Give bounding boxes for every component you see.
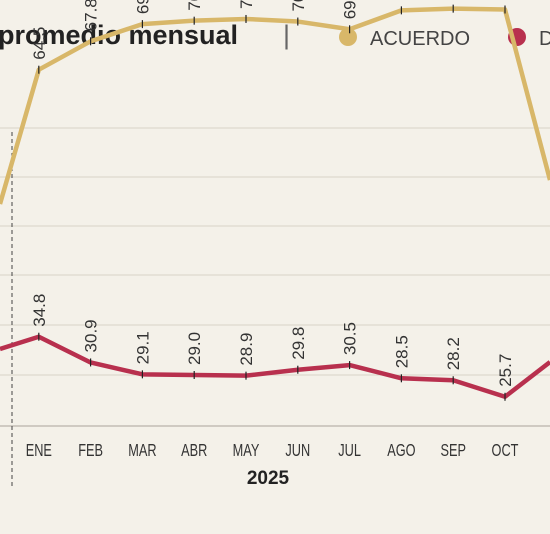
x-tick-label: ENE: [26, 441, 52, 461]
x-tick-label: JUN: [285, 441, 310, 461]
data-label: 67.8: [82, 0, 101, 31]
data-label: 70.1: [289, 0, 308, 12]
data-label: 64.5: [30, 27, 49, 60]
x-tick-label: MAY: [233, 441, 260, 461]
legend-dot-acuerdo: [339, 28, 357, 46]
title-separator: |: [283, 20, 290, 50]
x-tick-label: JUL: [338, 441, 361, 461]
x-tick-label: MAR: [128, 441, 156, 461]
year-label: 2025: [247, 468, 290, 489]
data-label: 29.0: [185, 332, 204, 365]
gridlines: [0, 127, 550, 376]
data-label: 29.8: [289, 327, 308, 360]
x-tick-label: OCT: [492, 441, 519, 461]
data-label: 70.4: [237, 0, 256, 9]
data-label: 28.5: [392, 335, 411, 368]
data-label: 30.5: [341, 322, 360, 355]
data-label: 28.2: [444, 337, 463, 370]
series-line-acuerdo: [0, 6, 550, 205]
data-label: 25.7: [496, 354, 515, 387]
data-label: 28.9: [237, 333, 256, 366]
data-label: 30.9: [82, 319, 101, 352]
x-tick-label: SEP: [440, 441, 465, 461]
series-line-desacuerdo: [0, 334, 550, 400]
chart-title: promedio mensual: [0, 20, 238, 50]
data-label: 70.2: [185, 0, 204, 11]
series-layer: 64.567.869.870.270.470.169.271.471.671.5…: [0, 0, 550, 401]
x-tick-label: FEB: [78, 441, 103, 461]
data-label: 34.8: [30, 294, 49, 327]
x-axis-labels: ENEFEBMARABRMAYJUNJULAGOSEPOCTN: [26, 441, 519, 461]
x-tick-label: ABR: [181, 441, 207, 461]
data-label: 69.8: [133, 0, 152, 14]
legend-label-acuerdo: ACUERDO: [370, 28, 470, 50]
data-label: 69.2: [341, 0, 360, 19]
x-tick-label: AGO: [387, 441, 415, 461]
data-label: 29.1: [133, 331, 152, 364]
legend-label-desacuerdo: D: [539, 28, 550, 50]
